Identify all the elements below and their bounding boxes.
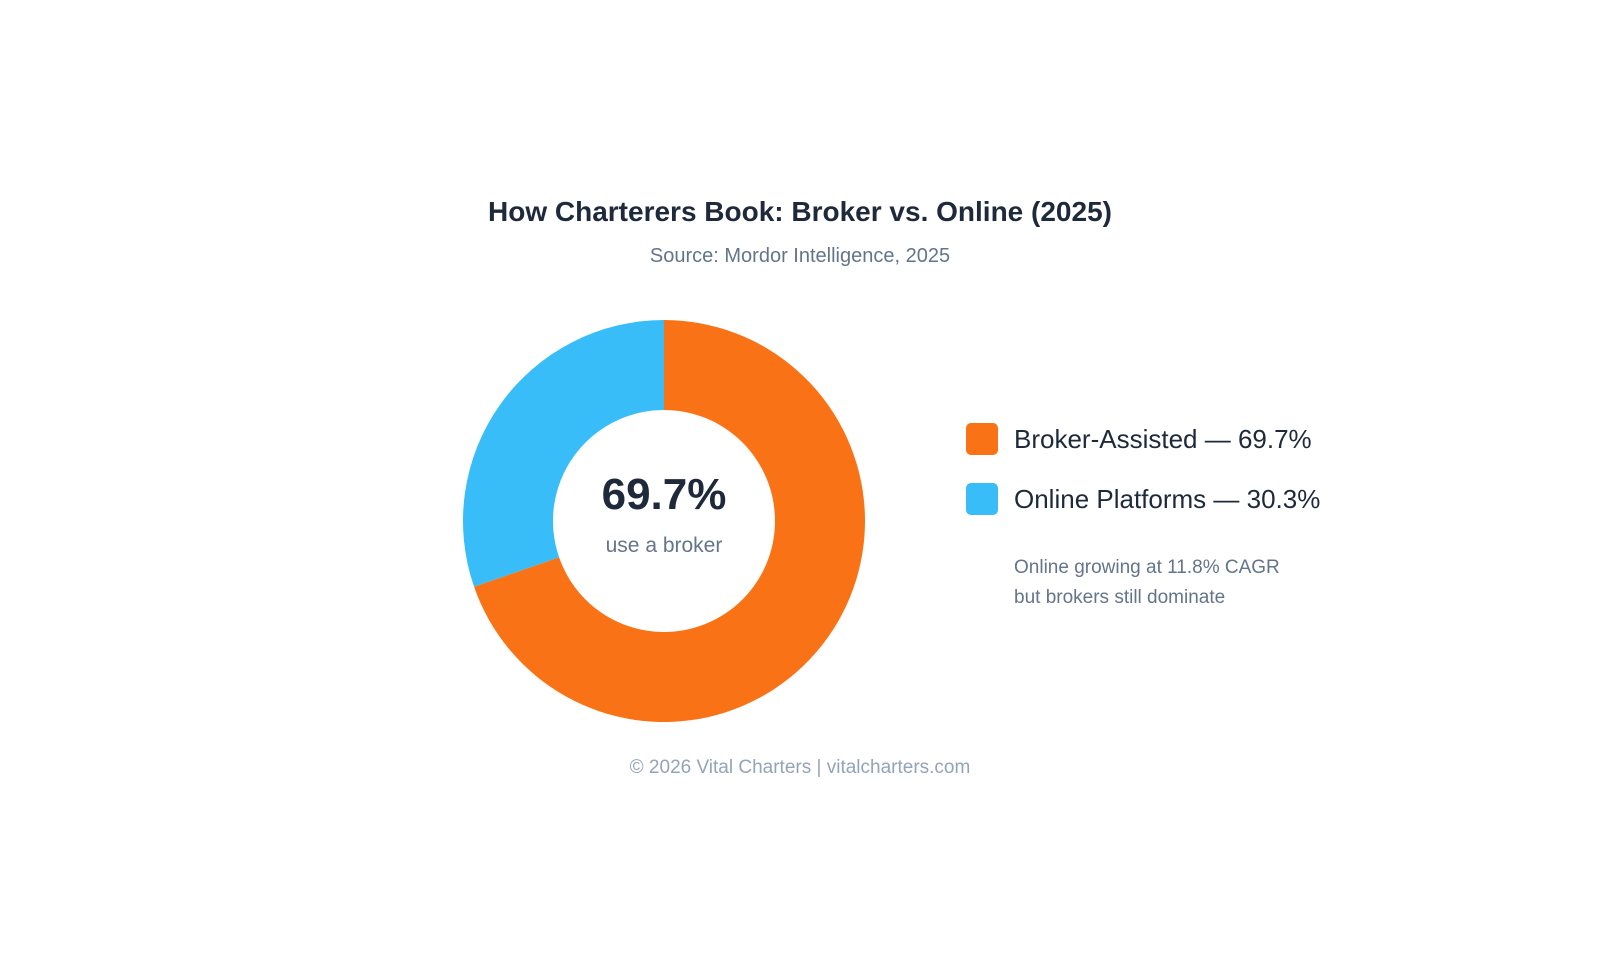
chart-subtitle: Source: Mordor Intelligence, 2025 [649,245,951,267]
legend-item-online-platforms: Online Platforms — 30.3% [966,482,1320,516]
legend-swatch-online-platforms [966,483,998,515]
legend-label-broker-assisted: Broker-Assisted — 69.7% [1014,423,1312,454]
footer-credit: © 2026 Vital Charters | vitalcharters.co… [629,757,971,778]
donut-center-value: 69.7% [601,470,727,519]
donut-center-caption: use a broker [605,534,723,557]
legend-item-broker-assisted: Broker-Assisted — 69.7% [966,422,1312,456]
chart-title: How Charterers Book: Broker vs. Online (… [488,196,1112,227]
legend-label-online-platforms: Online Platforms — 30.3% [1014,483,1321,514]
legend-swatch-broker-assisted [966,423,998,455]
annotation-line-2: but brokers still dominate [1014,587,1226,608]
donut-slice-online-platforms [462,320,664,587]
donut-slice-broker-assisted [474,320,865,722]
annotation-line-1: Online growing at 11.8% CAGR [1014,557,1280,578]
chart-annotation: Online growing at 11.8% CAGR but brokers… [1014,553,1280,613]
